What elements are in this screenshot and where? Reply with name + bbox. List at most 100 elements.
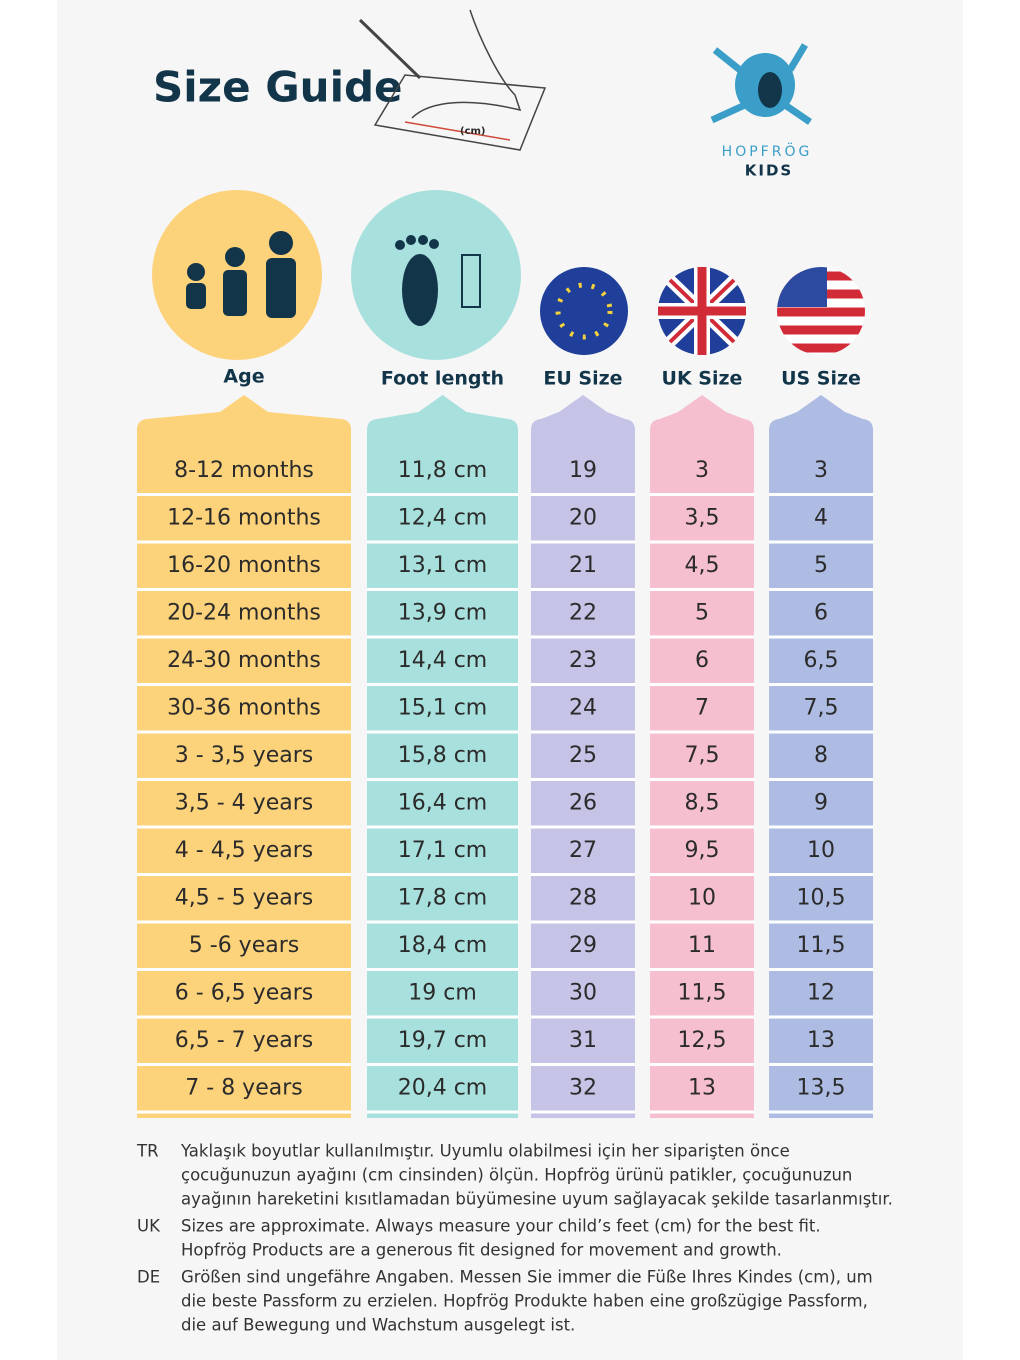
note-lang: TR [136, 1142, 159, 1161]
cell: 6 [695, 648, 709, 673]
cell: 8 [814, 743, 828, 768]
notes: TR Yaklaşık boyutlar kullanılmıştır. Uyum… [136, 1142, 893, 1335]
cell: 8,5 [685, 790, 720, 815]
note-line: çocuğunuzun ayağını (cm cinsinden) ölçün… [181, 1166, 852, 1185]
cell: 12,5 [678, 1028, 727, 1053]
cell: 16,4 cm [398, 790, 488, 815]
cell: 6,5 [804, 648, 839, 673]
note-line: Größen sind ungefähre Angaben. Messen Si… [181, 1268, 873, 1287]
cell: 19 cm [408, 980, 477, 1005]
cell: 17,8 cm [398, 885, 488, 910]
cell: 3 - 3,5 years [175, 743, 313, 768]
cell: 4,5 - 5 years [175, 885, 313, 910]
size-table: Age 8-12 months 12-16 months 16-20 months 20… [137, 366, 873, 1118]
cell: 12 [807, 980, 835, 1005]
column-band [137, 395, 351, 1118]
brand-sub: KIDS [745, 162, 793, 180]
cell: 20,4 cm [398, 1075, 488, 1100]
title: Size Guide [153, 63, 403, 112]
cell: 3,5 [685, 505, 720, 530]
cell: 11 [688, 933, 716, 958]
header-icons [152, 190, 865, 360]
cell: 30-36 months [167, 695, 321, 720]
cell: 16-20 months [167, 553, 321, 578]
cell: 32 [569, 1075, 597, 1100]
cell: 11,5 [797, 933, 846, 958]
cell: 7 [695, 695, 709, 720]
note-line: die auf Bewegung und Wachstum ausgelegt … [181, 1316, 575, 1335]
cell: 5 [695, 600, 709, 625]
cell: 7 - 8 years [185, 1075, 302, 1100]
column-band [531, 395, 635, 1118]
cell: 30 [569, 980, 597, 1005]
note-line: ayağının hareketini kısıtlamadan büyümes… [181, 1190, 893, 1209]
cell: 31 [569, 1028, 597, 1053]
column-header: UK Size [662, 368, 743, 390]
cell: 25 [569, 743, 597, 768]
cell: 4 - 4,5 years [175, 838, 313, 863]
cell: 12,4 cm [398, 505, 488, 530]
cell: 6,5 - 7 years [175, 1028, 313, 1053]
column-band [769, 395, 873, 1118]
cell: 23 [569, 648, 597, 673]
cell: 15,8 cm [398, 743, 488, 768]
cell: 6 [814, 600, 828, 625]
cell: 9,5 [685, 838, 720, 863]
cell: 21 [569, 553, 597, 578]
cell: 5 -6 years [189, 933, 299, 958]
note-line: die beste Passform zu erzielen. Hopfrög … [181, 1292, 868, 1311]
cell: 13,1 cm [398, 553, 488, 578]
cell: 10,5 [797, 885, 846, 910]
cell: 19 [569, 458, 597, 483]
cell: 8-12 months [174, 458, 314, 483]
cell: 13 [688, 1075, 716, 1100]
cell: 17,1 cm [398, 838, 488, 863]
note-lang: DE [137, 1268, 160, 1287]
cell: 11,5 [678, 980, 727, 1005]
cell: 3 [814, 458, 828, 483]
cell: 7,5 [685, 743, 720, 768]
cell: 13,5 [797, 1075, 846, 1100]
cell: 26 [569, 790, 597, 815]
note-lang: UK [137, 1217, 161, 1236]
cell: 3 [695, 458, 709, 483]
column-header: Age [223, 366, 264, 388]
column-band [650, 395, 754, 1118]
cell: 20-24 months [167, 600, 321, 625]
cell: 28 [569, 885, 597, 910]
cell: 13 [807, 1028, 835, 1053]
cell: 10 [688, 885, 716, 910]
column-header: US Size [781, 368, 861, 390]
note-line: Sizes are approximate. Always measure yo… [181, 1217, 821, 1236]
cell: 22 [569, 600, 597, 625]
cell: 27 [569, 838, 597, 863]
note-line: Yaklaşık boyutlar kullanılmıştır. Uyumlu… [180, 1142, 790, 1161]
cell: 29 [569, 933, 597, 958]
column-band [367, 395, 518, 1118]
cell: 7,5 [804, 695, 839, 720]
cell: 24-30 months [167, 648, 321, 673]
cell: 24 [569, 695, 597, 720]
cell: 12-16 months [167, 505, 321, 530]
cell: 10 [807, 838, 835, 863]
cell: 20 [569, 505, 597, 530]
cell: 4,5 [685, 553, 720, 578]
cell: 6 - 6,5 years [175, 980, 313, 1005]
cell: 5 [814, 553, 828, 578]
note-line: Hopfrög Products are a generous fit desi… [181, 1241, 782, 1260]
measure-drawing [358, 9, 547, 151]
brand: HOPFRÖG [722, 142, 813, 160]
column-header: Foot length [381, 368, 504, 390]
cell: 18,4 cm [398, 933, 488, 958]
cell: 19,7 cm [398, 1028, 488, 1053]
cell: 3,5 - 4 years [175, 790, 313, 815]
cell: 4 [814, 505, 828, 530]
cell: 14,4 cm [398, 648, 488, 673]
cell: 15,1 cm [398, 695, 488, 720]
frog-logo [710, 43, 812, 125]
cell: 9 [814, 790, 828, 815]
cell: 13,9 cm [398, 600, 488, 625]
drawing-label: (cm) [460, 126, 486, 137]
cell: 11,8 cm [398, 458, 488, 483]
